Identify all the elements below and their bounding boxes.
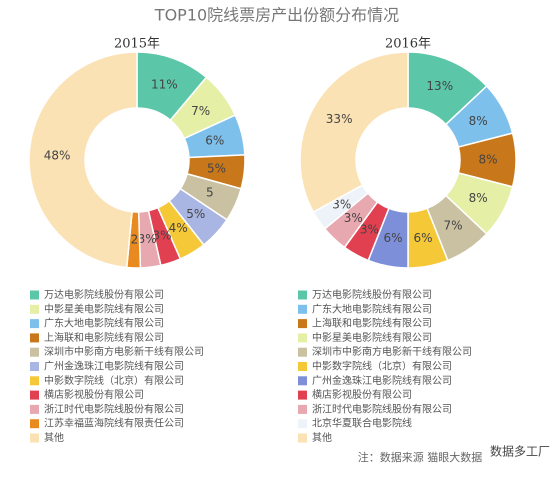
legend-swatch xyxy=(30,347,39,357)
legend-label: 上海联和电影院线有限公司 xyxy=(312,317,432,330)
data-label: 8% xyxy=(469,114,488,128)
legend-label: 上海联和电影院线有限公司 xyxy=(44,331,164,344)
legend-label: 浙江时代电影院线股份有限公司 xyxy=(44,402,184,415)
legend-swatch xyxy=(298,333,307,343)
data-label: 7% xyxy=(443,219,462,233)
legend-swatch xyxy=(298,290,307,300)
legend-label: 广东大地电影院线有限公司 xyxy=(312,302,432,315)
data-label: 8% xyxy=(469,191,488,205)
data-label: 11% xyxy=(151,77,178,91)
legend-swatch xyxy=(298,362,307,371)
data-label: 3% xyxy=(152,229,171,243)
pie-title: 2016年 xyxy=(385,37,431,52)
legend-label: 万达电影院线股份有限公司 xyxy=(312,288,432,301)
watermark: 数据多工厂 xyxy=(490,444,550,459)
data-label: 6% xyxy=(413,231,432,245)
chart-title: TOP10院线票房产出份额分布情况 xyxy=(154,6,399,25)
legend-swatch xyxy=(298,376,307,386)
legend-label: 广州金逸珠江电影院线有限公司 xyxy=(312,374,452,387)
legend-swatch xyxy=(30,290,39,300)
data-label: 8% xyxy=(478,153,497,167)
legend-swatch xyxy=(298,419,307,429)
legend-swatch xyxy=(30,333,39,343)
legend-swatch xyxy=(30,319,39,329)
data-label: 5 xyxy=(206,186,214,200)
legend-label: 江苏幸福蓝海院线有限责任公司 xyxy=(44,417,184,430)
data-label: 3% xyxy=(138,232,157,246)
data-label: 3% xyxy=(332,197,351,211)
legend-label: 深圳市中影南方电影新干线有限公司 xyxy=(312,345,472,358)
data-label: 48% xyxy=(44,149,71,163)
legend-label: 其他 xyxy=(44,431,64,444)
data-label: 33% xyxy=(326,112,353,126)
data-label: 6% xyxy=(205,134,224,148)
pie-title: 2015年 xyxy=(114,37,160,52)
legend-label: 中影星美电影院线有限公司 xyxy=(312,331,432,344)
data-label: 7% xyxy=(191,104,210,118)
data-label: 3% xyxy=(360,223,379,237)
pie-slice xyxy=(299,51,409,214)
data-label: 13% xyxy=(426,79,453,93)
data-label: 3% xyxy=(344,211,363,225)
legend-label: 中影数字院线（北京）有限公司 xyxy=(312,360,452,373)
note: 注：数据来源 猫眼大数据 xyxy=(358,450,483,464)
legend-swatch xyxy=(30,304,39,314)
legend-label: 广州金逸珠江电影院线有限公司 xyxy=(44,360,184,373)
pie-slice xyxy=(28,51,138,269)
legend-swatch xyxy=(30,419,39,429)
legend-label: 万达电影院线股份有限公司 xyxy=(44,288,164,301)
legend-label: 北京华夏联合电影院线 xyxy=(312,417,412,430)
data-label: 5% xyxy=(186,207,205,221)
data-label: 5% xyxy=(207,161,226,175)
legend-swatch xyxy=(30,433,39,443)
legend-swatch xyxy=(30,376,39,386)
legend-swatch xyxy=(298,347,307,357)
legend-label: 广东大地电影院线有限公司 xyxy=(44,317,164,330)
legend-swatch xyxy=(30,404,39,414)
legend-swatch xyxy=(298,404,307,414)
legend-label: 其他 xyxy=(312,431,332,444)
legend-swatch xyxy=(298,304,307,314)
legend-swatch xyxy=(298,390,307,400)
data-label: 4% xyxy=(169,221,188,235)
legend-label: 中影星美电影院线有限公司 xyxy=(44,302,164,315)
data-label: 2 xyxy=(131,232,139,246)
legend-label: 横店影视股份有限公司 xyxy=(44,388,144,401)
data-label: 6% xyxy=(383,231,402,245)
legend-label: 深圳市中影南方电影新干线有限公司 xyxy=(44,345,204,358)
legend-swatch xyxy=(30,390,39,400)
legend-swatch xyxy=(298,433,307,443)
legend-label: 横店影视股份有限公司 xyxy=(312,388,412,401)
legend-swatch xyxy=(298,319,307,329)
legend-swatch xyxy=(30,362,39,371)
legend-label: 中影数字院线（北京）有限公司 xyxy=(44,374,184,387)
legend-label: 浙江时代电影院线股份有限公司 xyxy=(312,402,452,415)
